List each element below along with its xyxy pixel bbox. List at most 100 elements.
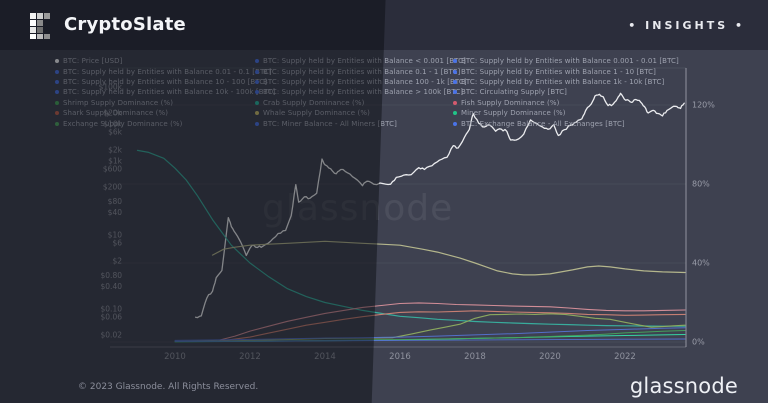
legend-item[interactable]: BTC: Exchange Balance - All Exchanges [B… xyxy=(453,118,679,128)
legend-item[interactable]: BTC: Supply held by Entities with Balanc… xyxy=(453,77,679,87)
legend-dot xyxy=(55,100,59,105)
legend-label: BTC: Circulating Supply [BTC] xyxy=(461,88,568,97)
x-axis-tick: 2022 xyxy=(614,352,636,362)
legend-dot xyxy=(255,79,259,84)
legend-item[interactable]: Crab Supply Dominance (%) xyxy=(255,98,467,108)
legend-label: BTC: Supply held by Entities with Balanc… xyxy=(461,67,657,76)
legend-label: BTC: Supply held by Entities with Balanc… xyxy=(263,67,461,76)
legend-item[interactable]: BTC: Supply held by Entities with Balanc… xyxy=(255,87,467,97)
x-axis-tick: 2010 xyxy=(164,352,186,362)
series-line-btc-supply-held-by-entities-with-balance-1k-10k-btc xyxy=(174,338,686,342)
legend-dot xyxy=(55,59,59,64)
y-axis-left-tick: $2k xyxy=(108,145,123,154)
y-axis-left-tick: $10 xyxy=(108,231,123,240)
legend-dot xyxy=(453,111,457,116)
legend-label: BTC: Supply held by Entities with Balanc… xyxy=(461,57,679,66)
legend-item[interactable]: BTC: Supply held by Entities with Balanc… xyxy=(55,66,275,76)
series-line-miner-supply-dominance xyxy=(136,149,686,327)
y-axis-left-tick: $20k xyxy=(103,108,122,117)
legend-item[interactable]: Whale Supply Dominance (%) xyxy=(255,108,467,118)
legend-label: Shark Supply Dominance (%) xyxy=(63,109,169,118)
y-axis-right-tick: 120% xyxy=(692,101,715,110)
legend-dot xyxy=(255,121,259,126)
y-axis-left-tick: $600 xyxy=(103,165,122,174)
legend-item[interactable]: BTC: Supply held by Entities with Balanc… xyxy=(255,66,467,76)
legend-item[interactable]: BTC: Supply held by Entities with Balanc… xyxy=(55,87,275,97)
y-axis-left-tick: $0.10 xyxy=(101,305,123,314)
legend-dot xyxy=(255,69,259,74)
legend-label: BTC: Supply held by Entities with Balanc… xyxy=(461,77,665,86)
y-axis-left-tick: $100k xyxy=(99,83,123,92)
legend-item[interactable]: BTC: Price [USD] xyxy=(55,56,275,66)
legend-dot xyxy=(55,69,59,74)
cryptoslate-logo-icon xyxy=(30,13,50,39)
legend-column: BTC: Supply held by Entities with Balanc… xyxy=(453,56,679,129)
y-axis-left-tick: $2 xyxy=(112,256,122,265)
y-axis-left-tick: $10k xyxy=(103,120,122,129)
legend-dot xyxy=(255,90,259,95)
footer: © 2023 Glassnode. All Rights Reserved. g… xyxy=(0,370,768,403)
legend-label: BTC: Price [USD] xyxy=(63,57,123,66)
x-axis-tick: 2018 xyxy=(464,352,486,362)
copyright-text: © 2023 Glassnode. All Rights Reserved. xyxy=(78,382,259,392)
legend-dot xyxy=(55,90,59,95)
legend-label: BTC: Supply held by Entities with Balanc… xyxy=(263,88,464,97)
series-line-exchange-supply-dominance xyxy=(174,313,686,343)
x-axis-tick: 2020 xyxy=(539,352,561,362)
series-line-btc-supply-held-by-entities-with-balance-10-100-btc xyxy=(174,327,686,341)
legend-item[interactable]: Fish Supply Dominance (%) xyxy=(453,98,679,108)
legend-item[interactable]: BTC: Circulating Supply [BTC] xyxy=(453,87,679,97)
y-axis-right-tick: 40% xyxy=(692,259,710,268)
legend-dot xyxy=(255,111,259,116)
legend-item[interactable]: BTC: Supply held by Entities with Balanc… xyxy=(255,56,467,66)
legend-label: Miner Supply Dominance (%) xyxy=(461,109,566,118)
y-axis-left-tick: $6k xyxy=(108,128,123,137)
legend-dot xyxy=(255,100,259,105)
legend-label: Crab Supply Dominance (%) xyxy=(263,98,365,107)
y-axis-left-tick: $200 xyxy=(103,182,122,191)
legend-item[interactable]: BTC: Supply held by Entities with Balanc… xyxy=(453,56,679,66)
chart-area xyxy=(0,50,768,403)
legend-dot xyxy=(55,79,59,84)
y-axis-left-tick: $0.40 xyxy=(101,282,123,291)
legend-item[interactable]: BTC: Supply held by Entities with Balanc… xyxy=(453,66,679,76)
legend-label: BTC: Supply held by Entities with Balanc… xyxy=(263,57,466,66)
legend-item[interactable]: BTC: Supply held by Entities with Balanc… xyxy=(55,77,275,87)
legend-item[interactable]: Shark Supply Dominance (%) xyxy=(55,108,275,118)
y-axis-left-tick: $0.80 xyxy=(101,271,123,280)
series-line-shark-supply-dominance xyxy=(219,310,686,342)
y-axis-right-tick: 80% xyxy=(692,180,710,189)
legend-item[interactable]: Miner Supply Dominance (%) xyxy=(453,108,679,118)
legend-label: Whale Supply Dominance (%) xyxy=(263,109,370,118)
legend-item[interactable]: BTC: Supply held by Entities with Balanc… xyxy=(255,77,467,87)
legend-dot xyxy=(453,59,457,64)
y-axis-left-tick: $40 xyxy=(108,208,123,217)
y-axis-left-tick: $6 xyxy=(112,239,122,248)
legend-label: BTC: Supply held by Entities with Balanc… xyxy=(63,88,276,97)
legend-dot xyxy=(55,111,59,116)
x-axis-tick: 2012 xyxy=(239,352,261,362)
legend-item[interactable]: Exchange Supply Dominance (%) xyxy=(55,118,275,128)
legend-dot xyxy=(453,90,457,95)
legend-label: Fish Supply Dominance (%) xyxy=(461,98,560,107)
legend-label: BTC: Supply held by Entities with Balanc… xyxy=(63,67,272,76)
series-line-btc-price-usd xyxy=(194,92,685,319)
legend-label: Shrimp Supply Dominance (%) xyxy=(63,98,174,107)
legend-dot xyxy=(453,69,457,74)
legend-label: BTC: Miner Balance - All Miners [BTC] xyxy=(263,119,397,128)
legend-label: BTC: Exchange Balance - All Exchanges [B… xyxy=(461,119,625,128)
x-axis-tick: 2016 xyxy=(389,352,411,362)
y-axis-right-tick: 0% xyxy=(692,338,705,347)
insights-badge: • INSIGHTS • xyxy=(628,19,745,32)
legend-dot xyxy=(453,100,457,105)
legend-label: BTC: Supply held by Entities with Balanc… xyxy=(263,77,467,86)
legend-item[interactable]: BTC: Miner Balance - All Miners [BTC] xyxy=(255,118,467,128)
glassnode-wordmark: glassnode xyxy=(629,374,738,398)
legend-column: BTC: Price [USD] BTC: Supply held by Enti… xyxy=(55,56,275,129)
legend-item[interactable]: Shrimp Supply Dominance (%) xyxy=(55,98,275,108)
legend-column: BTC: Supply held by Entities with Balanc… xyxy=(255,56,467,129)
legend-dot xyxy=(453,121,457,126)
legend-dot xyxy=(453,79,457,84)
